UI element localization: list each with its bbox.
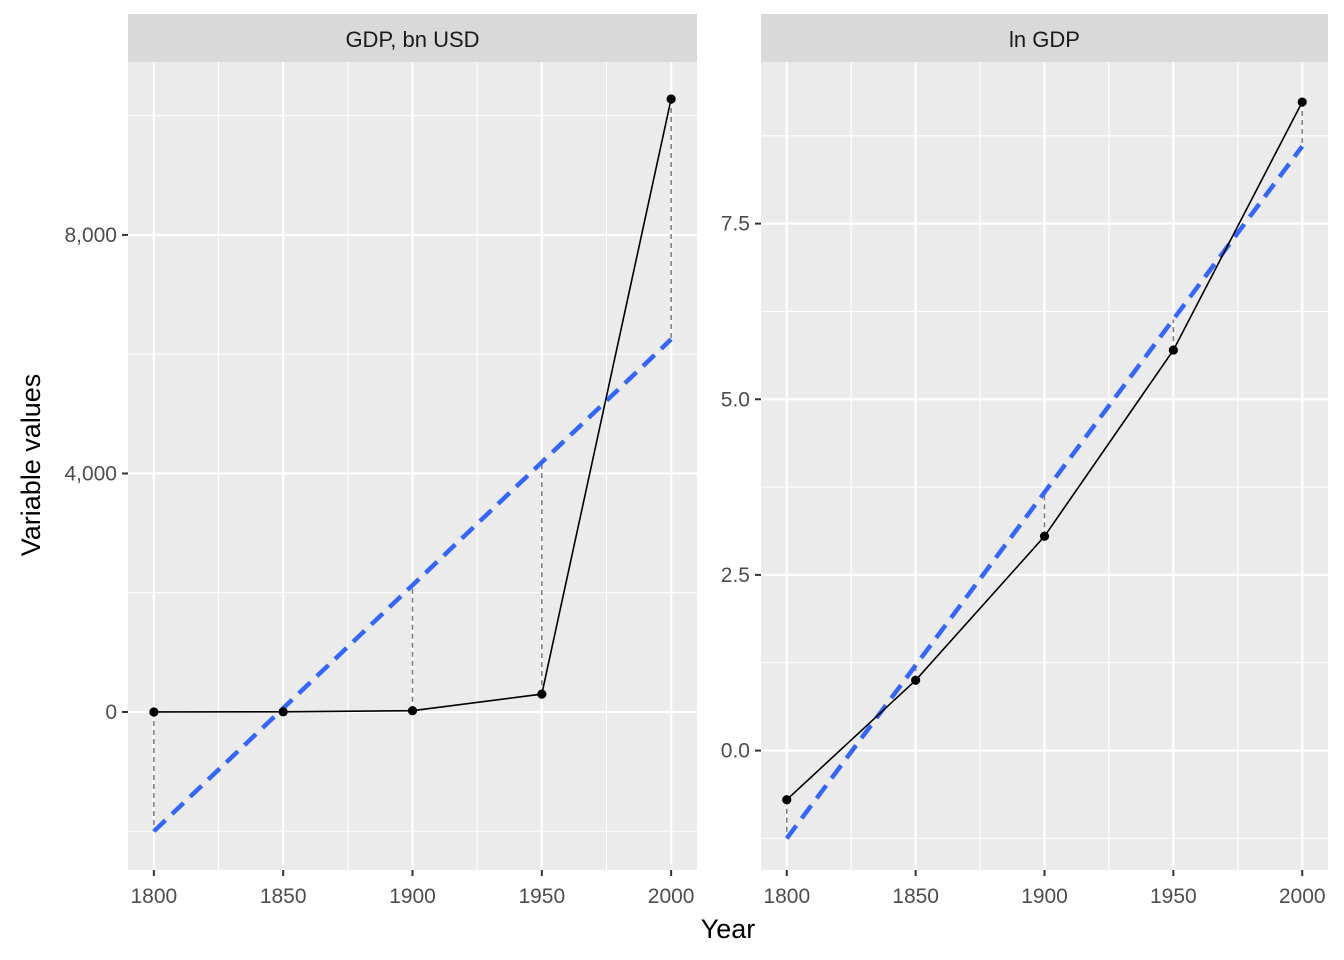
data-point bbox=[1039, 531, 1050, 541]
data-point bbox=[407, 706, 418, 716]
y-tick-label: 2.5 bbox=[721, 564, 750, 587]
x-axis-title: Year bbox=[701, 914, 756, 944]
facet-title: GDP, bn USD bbox=[345, 27, 479, 52]
facet-panel-2: ln GDP 1800 1850 1900 1950 2000 0.0 2.5 5.0 7.5 bbox=[721, 14, 1328, 908]
y-tick-label: 4,000 bbox=[64, 462, 117, 485]
data-point bbox=[1297, 97, 1307, 107]
data-point bbox=[278, 707, 288, 717]
x-tick-label: 1900 bbox=[389, 885, 436, 908]
x-tick-label: 2000 bbox=[648, 885, 695, 908]
x-tick-label: 1800 bbox=[763, 885, 810, 908]
y-tick-label: 0.0 bbox=[721, 740, 750, 763]
facet-title: ln GDP bbox=[1009, 27, 1080, 52]
data-point bbox=[911, 675, 921, 685]
y-tick-label: 8,000 bbox=[64, 224, 117, 247]
facet-strip bbox=[128, 14, 697, 62]
data-point bbox=[149, 707, 159, 717]
fit-line bbox=[784, 144, 1305, 840]
fit-line bbox=[152, 337, 673, 833]
y-tick-label: 0 bbox=[105, 701, 117, 724]
x-tick-label: 1850 bbox=[260, 885, 307, 908]
x-tick-label: 1850 bbox=[892, 885, 939, 908]
data-point bbox=[537, 689, 547, 699]
y-tick-label: 5.0 bbox=[721, 388, 750, 411]
y-axis-title: Variable values bbox=[16, 374, 46, 557]
y-tick-label: 7.5 bbox=[721, 213, 750, 236]
x-tick-label: 1800 bbox=[131, 885, 178, 908]
x-tick-label: 2000 bbox=[1279, 885, 1326, 908]
x-tick-label: 1950 bbox=[518, 885, 565, 908]
data-point bbox=[666, 94, 676, 104]
data-point bbox=[1168, 345, 1178, 355]
facet-panel-1: GDP, bn USD 1800 1850 1900 1950 2000 0 4,000 8,0… bbox=[64, 14, 697, 908]
x-tick-label: 1900 bbox=[1021, 885, 1068, 908]
x-tick-label: 1950 bbox=[1150, 885, 1197, 908]
facet-strip bbox=[761, 14, 1328, 62]
data-point bbox=[782, 795, 792, 805]
